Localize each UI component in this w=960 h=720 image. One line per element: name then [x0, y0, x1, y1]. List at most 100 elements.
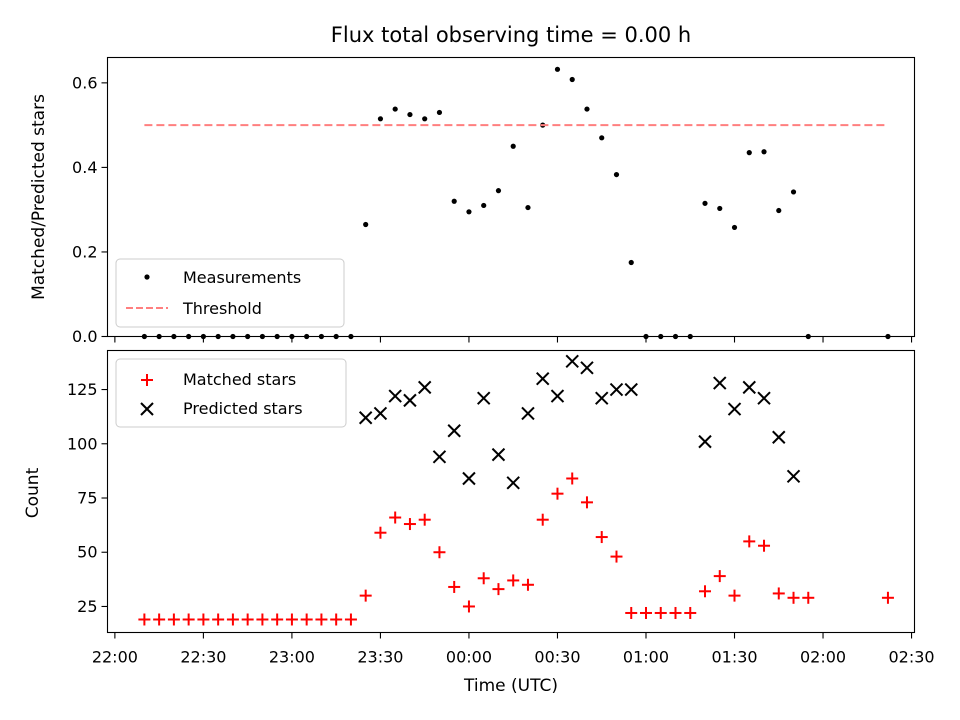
measurements-point	[407, 111, 413, 118]
matched-stars-point	[182, 613, 195, 626]
measurements-point	[510, 143, 516, 149]
top-y-ticks: 0.0 0.2 0.4 0.6	[72, 73, 108, 346]
matched-stars-point	[153, 613, 166, 626]
measurements-point	[495, 188, 502, 194]
measurements-point	[776, 207, 782, 214]
matched-stars-point	[713, 570, 726, 583]
measurements-point	[377, 116, 384, 122]
predicted-stars-point	[388, 389, 402, 403]
matched-stars-point	[330, 613, 343, 626]
x-tick-label: 02:00	[800, 648, 846, 667]
top-legend-box	[115, 258, 345, 328]
matched-stars-point	[374, 526, 387, 539]
matched-stars-point	[595, 531, 608, 544]
x-tick-label: 01:30	[711, 648, 757, 667]
top-y-axis-label: Matched/Predicted stars	[29, 94, 49, 300]
matched-stars-point	[669, 606, 682, 619]
matched-stars-point	[477, 572, 490, 585]
matched-stars-point	[285, 613, 298, 626]
matched-stars-point	[699, 585, 712, 598]
legend-threshold-label: Threshold	[182, 299, 262, 318]
measurements-point	[451, 198, 457, 204]
x-tick-label: 02:30	[888, 648, 934, 667]
x-tick-label: 22:30	[180, 648, 226, 667]
matched-stars-point	[300, 613, 313, 626]
predicted-stars-point	[698, 434, 712, 449]
matched-stars-point	[521, 578, 534, 591]
legend-measurements-marker	[144, 274, 150, 280]
matched-stars-point	[462, 600, 475, 613]
x-tick-label: 23:00	[269, 648, 315, 667]
predicted-stars-point	[462, 471, 476, 486]
matched-stars-point	[743, 535, 756, 548]
predicted-stars-point	[609, 382, 624, 397]
matched-stars-point	[566, 472, 579, 485]
bottom-y-tick-label: 125	[67, 380, 98, 399]
predicted-stars-point	[536, 371, 550, 386]
bottom-y-tick-label: 50	[77, 543, 97, 562]
measurements-point	[392, 106, 398, 112]
predicted-stars-point	[565, 354, 579, 369]
top-y-tick-label: 0.4	[72, 158, 97, 177]
bottom-y-ticks: 25 50 75 100 125	[67, 380, 108, 616]
matched-stars-point	[389, 511, 402, 524]
predicted-stars-point	[624, 382, 638, 397]
legend-matched-marker	[141, 374, 153, 386]
measurements-point	[746, 150, 752, 156]
bottom-plot-marks	[138, 354, 894, 626]
matched-stars-point	[359, 589, 372, 602]
matched-stars-point	[344, 613, 357, 626]
matched-stars-point	[881, 591, 894, 604]
x-axis-label: Time (UTC)	[463, 676, 558, 696]
predicted-stars-point	[580, 361, 594, 375]
bottom-axes-frame	[106, 349, 916, 634]
predicted-stars-point	[521, 406, 535, 421]
predicted-stars-point	[432, 450, 447, 464]
x-tick-label: 23:30	[357, 648, 403, 667]
matched-stars-point	[639, 606, 652, 619]
matched-stars-point	[610, 550, 623, 563]
predicted-stars-point	[727, 402, 742, 416]
matched-stars-point	[226, 613, 239, 626]
matched-stars-point	[433, 546, 446, 559]
matched-stars-point	[654, 606, 667, 619]
matched-stars-point	[551, 487, 564, 500]
measurements-point	[584, 106, 590, 112]
predicted-stars-point	[403, 393, 417, 408]
x-tick-label: 00:30	[534, 648, 580, 667]
matched-stars-point	[241, 613, 254, 626]
measurements-point	[702, 200, 708, 206]
predicted-stars-point	[713, 376, 727, 390]
matched-stars-point	[167, 613, 180, 626]
matched-stars-point	[787, 591, 800, 604]
matched-stars-point	[271, 613, 284, 626]
bottom-legend-box	[115, 358, 347, 428]
predicted-stars-point	[772, 430, 786, 444]
predicted-stars-point	[447, 424, 461, 438]
measurements-point	[481, 202, 487, 209]
matched-stars-point	[212, 613, 225, 626]
measurements-point	[628, 259, 634, 266]
top-panel-ratio: Matched/Predicted stars 0.0 0.2 0.4 0.6 Mea…	[29, 56, 916, 346]
chart-title: Flux total observing time = 0.00 h	[331, 23, 691, 47]
measurements-point	[554, 66, 561, 72]
bottom-panel-counts: Count 25 50 75 100 125 22:00 22:30 23:00 23:30 0…	[23, 349, 935, 696]
predicted-stars-point	[476, 391, 491, 405]
matched-stars-point	[315, 613, 328, 626]
matched-stars-point	[802, 591, 815, 604]
matched-stars-point	[758, 539, 771, 552]
top-legend: Measurements Threshold	[115, 258, 345, 328]
predicted-stars-point	[595, 391, 609, 405]
x-tick-label: 22:00	[92, 648, 138, 667]
matched-stars-point	[580, 496, 593, 509]
measurements-point	[436, 109, 443, 116]
top-y-tick-label: 0.0	[72, 327, 97, 346]
measurements-point	[717, 205, 723, 212]
measurements-point	[569, 76, 575, 83]
predicted-stars-point	[506, 476, 520, 490]
matched-stars-point	[448, 580, 461, 593]
legend-predicted-label: Predicted stars	[183, 399, 303, 418]
measurements-point	[599, 135, 605, 141]
bottom-y-axis-label: Count	[23, 467, 43, 518]
